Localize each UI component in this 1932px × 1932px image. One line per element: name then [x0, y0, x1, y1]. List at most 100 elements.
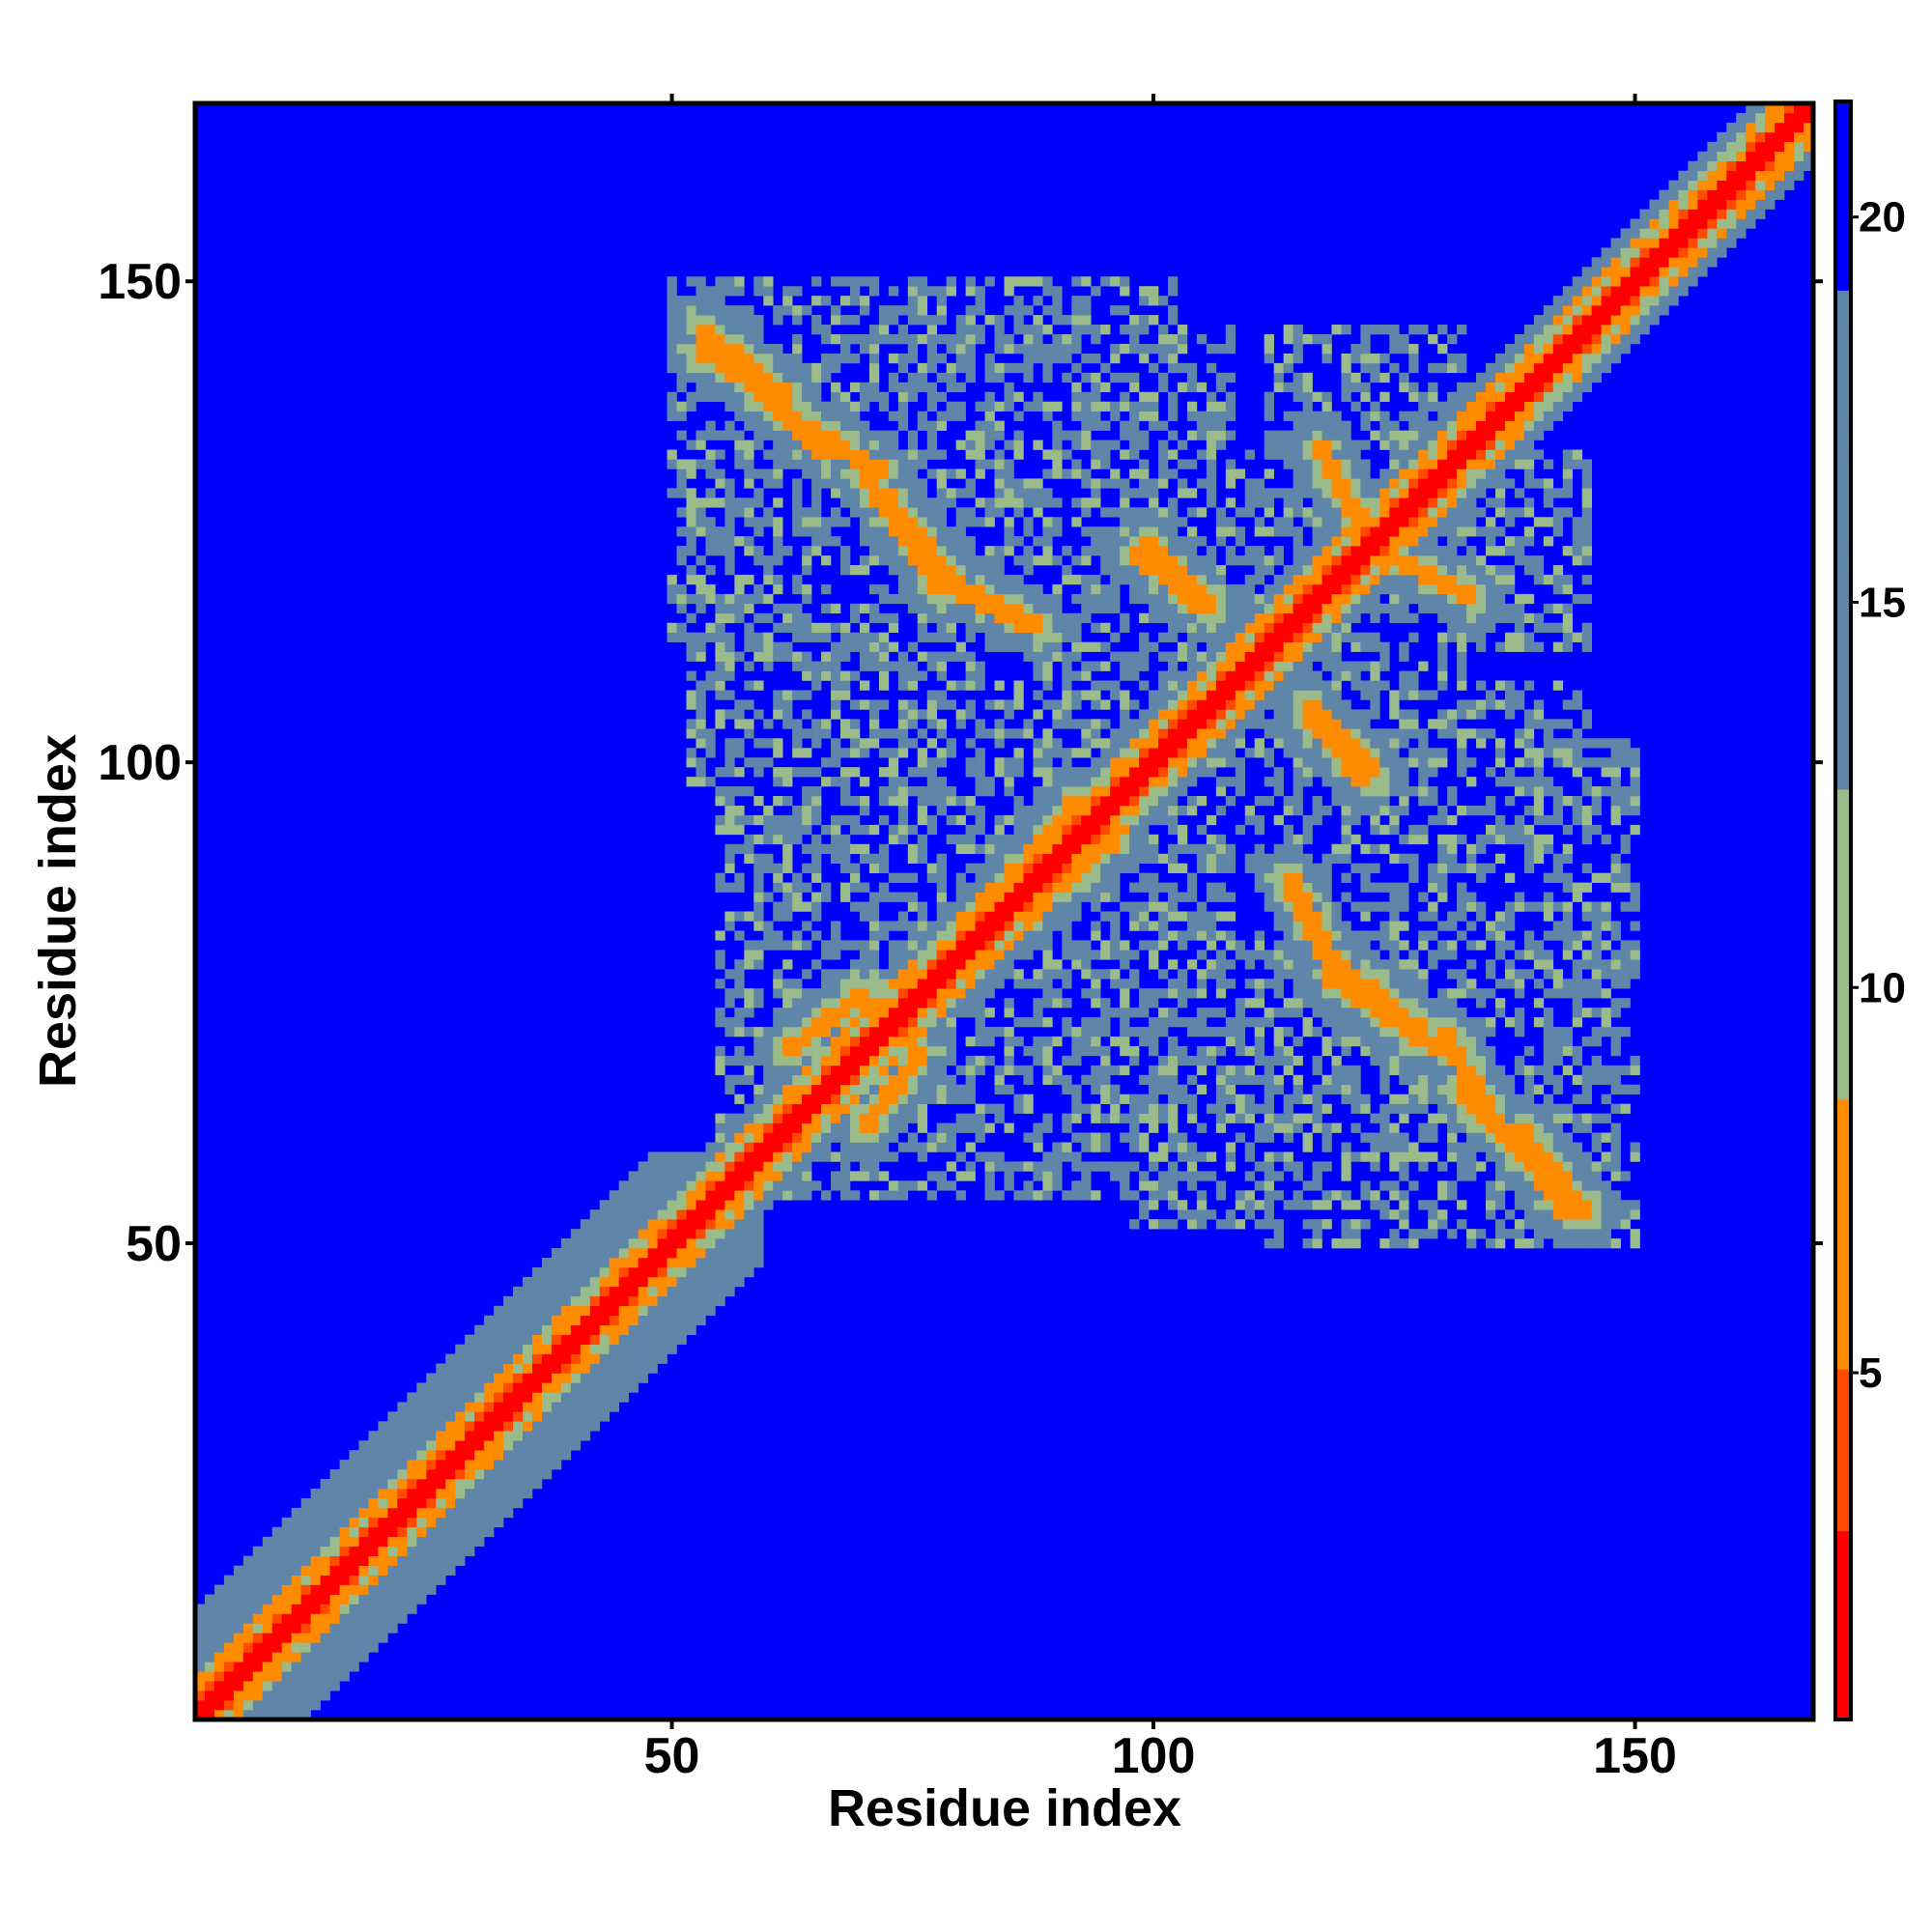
- heatmap-cell: [358, 1565, 369, 1576]
- heatmap-cell: [888, 1036, 899, 1047]
- heatmap-cell: [1042, 661, 1053, 671]
- heatmap-cell: [763, 757, 774, 768]
- heatmap-cell: [1215, 786, 1227, 797]
- heatmap-cell: [744, 1055, 754, 1066]
- heatmap-cell: [821, 670, 832, 681]
- heatmap-cell: [994, 603, 1005, 614]
- heatmap-cell: [1158, 555, 1169, 566]
- heatmap-cell: [1225, 603, 1236, 614]
- heatmap-cell: [859, 334, 870, 345]
- heatmap-cell: [1042, 1045, 1053, 1057]
- heatmap-cell: [638, 1315, 648, 1326]
- heatmap-cell: [897, 353, 909, 364]
- heatmap-cell: [291, 1642, 301, 1653]
- heatmap-cell: [744, 950, 754, 960]
- heatmap-cell: [1052, 622, 1063, 634]
- heatmap-cell: [628, 1229, 639, 1239]
- heatmap-cell: [868, 382, 880, 393]
- heatmap-cell: [868, 641, 880, 652]
- heatmap-cell: [1100, 1142, 1111, 1152]
- heatmap-cell: [551, 1353, 562, 1364]
- heatmap-cell: [1215, 969, 1227, 980]
- heatmap-cell: [1215, 401, 1227, 412]
- heatmap-cell: [878, 497, 890, 508]
- heatmap-cell: [1052, 449, 1063, 460]
- heatmap-cell: [1196, 507, 1208, 518]
- heatmap-cell: [831, 709, 841, 720]
- heatmap-cell: [1129, 430, 1140, 440]
- heatmap-cell: [955, 536, 966, 547]
- heatmap-cell: [1081, 1045, 1092, 1057]
- heatmap-cell: [715, 786, 725, 797]
- heatmap-cell: [744, 401, 754, 412]
- heatmap-cell: [917, 1084, 928, 1095]
- heatmap-cell: [310, 1671, 321, 1682]
- heatmap-cell: [955, 574, 966, 585]
- heatmap-cell: [1110, 786, 1121, 797]
- heatmap-cell: [1052, 517, 1063, 527]
- heatmap-cell: [955, 583, 966, 595]
- heatmap-cell: [965, 757, 976, 768]
- heatmap-cell: [300, 1575, 311, 1585]
- heatmap-cell: [936, 391, 947, 403]
- heatmap-cell: [1081, 555, 1092, 566]
- heatmap-cell: [1013, 1094, 1024, 1104]
- heatmap-cell: [802, 507, 812, 518]
- heatmap-cell: [1167, 719, 1179, 729]
- heatmap-cell: [849, 1151, 861, 1162]
- heatmap-cell: [551, 1440, 562, 1451]
- heatmap-cell: [724, 305, 735, 316]
- heatmap-cell: [763, 517, 774, 527]
- heatmap-cell: [320, 1604, 330, 1614]
- heatmap-cell: [840, 1017, 851, 1028]
- heatmap-cell: [724, 824, 735, 836]
- heatmap-cell: [753, 1180, 764, 1191]
- heatmap-cell: [715, 872, 725, 883]
- heatmap-cell: [1042, 612, 1053, 624]
- heatmap-cell: [926, 1036, 938, 1047]
- heatmap-cell: [560, 1344, 572, 1354]
- heatmap-cell: [1129, 507, 1140, 518]
- heatmap-cell: [686, 719, 696, 729]
- heatmap-cell: [1264, 853, 1274, 865]
- heatmap-cell: [1081, 786, 1092, 797]
- heatmap-cell: [849, 719, 861, 729]
- heatmap-cell: [724, 276, 735, 287]
- heatmap-cell: [744, 1161, 754, 1172]
- heatmap-cell: [744, 546, 754, 556]
- heatmap-cell: [378, 1469, 388, 1480]
- heatmap-cell: [522, 1344, 533, 1354]
- heatmap-cell: [811, 325, 822, 335]
- heatmap-cell: [628, 1258, 639, 1268]
- heatmap-cell: [1110, 892, 1121, 902]
- heatmap-cell: [1186, 362, 1198, 374]
- heatmap-cell: [975, 940, 985, 951]
- heatmap-cell: [936, 699, 947, 710]
- heatmap-cell: [531, 1460, 543, 1470]
- heatmap-cell: [926, 315, 938, 326]
- heatmap-cell: [955, 325, 966, 335]
- heatmap-cell: [1110, 546, 1121, 556]
- heatmap-cell: [204, 1710, 215, 1720]
- heatmap-cell: [1225, 1151, 1236, 1162]
- heatmap-cell: [503, 1479, 514, 1490]
- heatmap-cell: [744, 459, 754, 469]
- heatmap-cell: [1033, 325, 1043, 335]
- heatmap-cell: [696, 709, 706, 720]
- heatmap-cell: [1158, 507, 1169, 518]
- heatmap-cell: [1215, 892, 1227, 902]
- heatmap-cell: [1129, 546, 1140, 556]
- heatmap-cell: [994, 872, 1005, 883]
- heatmap-cell: [281, 1565, 292, 1576]
- heatmap-cell: [965, 546, 976, 556]
- heatmap-cell: [878, 449, 890, 460]
- heatmap-cell: [955, 901, 966, 912]
- heatmap-cell: [436, 1479, 446, 1490]
- heatmap-cell: [975, 555, 985, 566]
- heatmap-cell: [907, 940, 919, 951]
- heatmap-cell: [753, 1113, 764, 1123]
- heatmap-cell: [647, 1190, 658, 1201]
- heatmap-cell: [1004, 488, 1014, 498]
- heatmap-cell: [773, 988, 783, 999]
- heatmap-cell: [503, 1450, 514, 1461]
